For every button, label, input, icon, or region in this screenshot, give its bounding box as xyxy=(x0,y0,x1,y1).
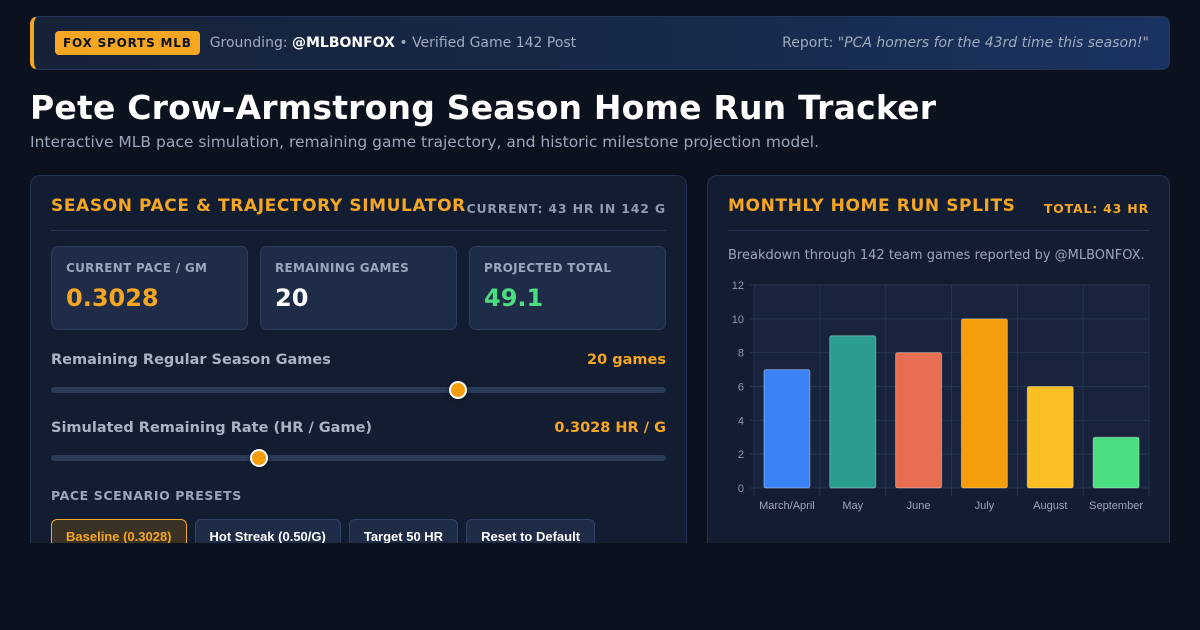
rate-slider-thumb[interactable] xyxy=(249,449,268,467)
preset-reset-button[interactable]: Reset to Default xyxy=(466,519,596,543)
grounding-prefix: Grounding: xyxy=(209,35,292,51)
preset-hot-streak-button[interactable]: Hot Streak (0.50/G) xyxy=(194,519,341,543)
network-badge: FOX SPORTS MLB xyxy=(55,31,200,55)
y-tick-label: 8 xyxy=(738,348,744,360)
stat-cards: CURRENT PACE / GM 0.3028 REMAINING GAMES… xyxy=(51,246,666,330)
y-tick-label: 10 xyxy=(732,314,744,326)
current-stat-line: CURRENT: 43 HR IN 142 G xyxy=(466,201,666,216)
stat-label: CURRENT PACE / GM xyxy=(66,261,208,275)
splits-header: Monthly Home Run Splits TOTAL: 43 HR xyxy=(728,196,1149,231)
grounding-text: Grounding: @MLBONFOX • Verified Game 142… xyxy=(210,35,577,51)
report-text: Report: "PCA homers for the 43rd time th… xyxy=(782,35,1149,51)
splits-total: TOTAL: 43 HR xyxy=(1043,201,1149,216)
rate-slider-header: Simulated Remaining Rate (HR / Game) 0.3… xyxy=(51,420,666,436)
grounding-handle[interactable]: @MLBONFOX xyxy=(292,35,395,51)
y-tick-label: 2 xyxy=(738,449,744,461)
rate-slider-label: Simulated Remaining Rate (HR / Game) xyxy=(51,420,373,436)
y-tick-label: 4 xyxy=(738,415,744,427)
x-tick-label: March/April xyxy=(759,500,815,512)
presets-label: PACE SCENARIO PRESETS xyxy=(51,488,242,503)
rate-slider-track[interactable] xyxy=(51,449,666,467)
grounding-suffix: • Verified Game 142 Post xyxy=(394,35,577,51)
stat-label: PROJECTED TOTAL xyxy=(484,261,612,275)
x-tick-label: June xyxy=(907,500,931,512)
bar-march-april xyxy=(763,369,811,489)
report-prefix: Report: xyxy=(782,35,838,51)
page-title: Pete Crow-Armstrong Season Home Run Trac… xyxy=(30,88,937,127)
x-tick-label: September xyxy=(1089,500,1143,512)
preset-baseline-button[interactable]: Baseline (0.3028) xyxy=(51,519,187,543)
stat-card-remaining-games: REMAINING GAMES 20 xyxy=(260,246,457,330)
games-slider-thumb[interactable] xyxy=(449,381,468,399)
games-slider-header: Remaining Regular Season Games 20 games xyxy=(51,352,666,368)
x-tick-label: July xyxy=(975,500,995,512)
rate-slider-value: 0.3028 HR / G xyxy=(554,420,666,436)
splits-panel: Monthly Home Run Splits TOTAL: 43 HR Bre… xyxy=(707,175,1170,543)
x-tick-label: August xyxy=(1033,500,1067,512)
preset-target-50-button[interactable]: Target 50 HR xyxy=(348,519,459,543)
bar-july xyxy=(960,318,1008,489)
stat-value: 20 xyxy=(275,284,309,312)
x-tick-label: May xyxy=(842,500,863,512)
preset-buttons: Baseline (0.3028) Hot Streak (0.50/G) Ta… xyxy=(51,519,596,543)
simulator-header: Season Pace & Trajectory Simulator CURRE… xyxy=(51,196,666,231)
y-tick-label: 6 xyxy=(738,382,744,394)
games-slider-value: 20 games xyxy=(587,352,666,368)
monthly-hr-chart: 0 2 4 6 8 10 12 March/April May June July August Sep… xyxy=(732,280,1150,512)
games-slider-track[interactable] xyxy=(51,381,666,399)
simulator-panel: Season Pace & Trajectory Simulator CURRE… xyxy=(30,175,687,543)
page-subtitle: Interactive MLB pace simulation, remaini… xyxy=(30,133,820,151)
stat-value: 0.3028 xyxy=(66,284,159,312)
bar-june xyxy=(895,352,943,489)
banner-left: FOX SPORTS MLB Grounding: @MLBONFOX • Ve… xyxy=(55,31,576,55)
splits-title: Monthly Home Run Splits xyxy=(728,196,1016,216)
stat-value: 49.1 xyxy=(484,284,544,312)
stat-card-projected-total: PROJECTED TOTAL 49.1 xyxy=(469,246,666,330)
stat-card-current-pace: CURRENT PACE / GM 0.3028 xyxy=(51,246,248,330)
games-slider-label: Remaining Regular Season Games xyxy=(51,352,331,368)
report-quote: "PCA homers for the 43rd time this seaso… xyxy=(837,35,1149,51)
source-banner: FOX SPORTS MLB Grounding: @MLBONFOX • Ve… xyxy=(30,16,1170,70)
simulator-title: Season Pace & Trajectory Simulator xyxy=(51,196,466,216)
y-tick-label: 0 xyxy=(738,483,744,495)
bar-september xyxy=(1092,436,1140,489)
stat-label: REMAINING GAMES xyxy=(275,261,410,275)
bar-august xyxy=(1026,386,1074,489)
bar-may xyxy=(829,335,877,489)
chart-caption: Breakdown through 142 team games reporte… xyxy=(728,248,1145,263)
y-tick-label: 12 xyxy=(732,280,744,292)
